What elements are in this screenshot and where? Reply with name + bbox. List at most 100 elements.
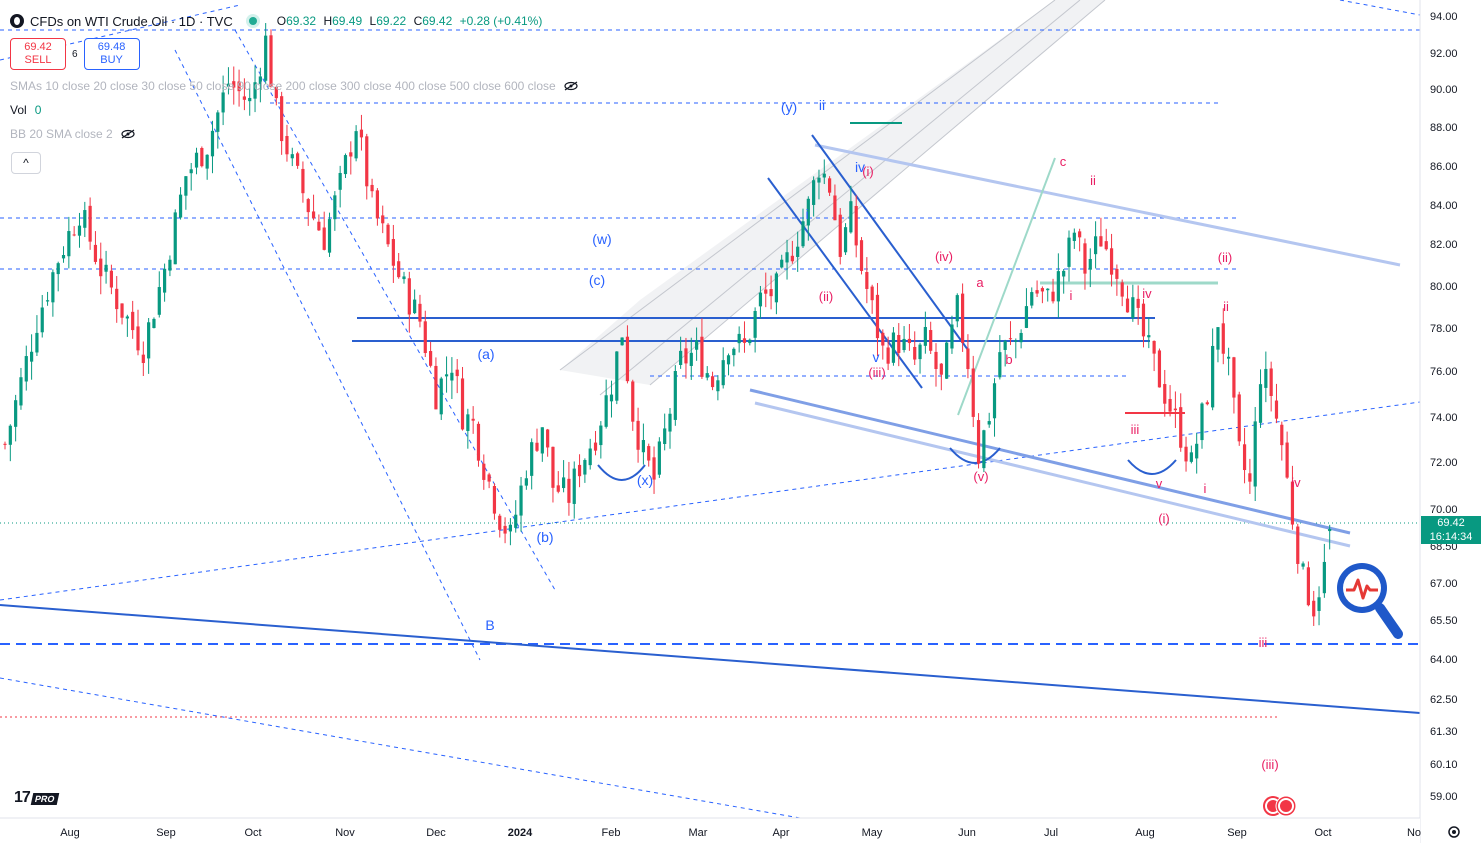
candle-body bbox=[828, 178, 832, 193]
wave-label-blue: (y) bbox=[781, 99, 797, 115]
candle-body bbox=[322, 227, 326, 250]
sell-button[interactable]: 69.42 SELL bbox=[10, 38, 66, 70]
candle-body bbox=[710, 376, 715, 388]
candle-body bbox=[338, 172, 342, 190]
wave-arc bbox=[949, 447, 1001, 464]
us-flag-event-icon[interactable] bbox=[1262, 795, 1300, 817]
candle-body bbox=[1062, 270, 1066, 277]
candle-body bbox=[460, 378, 465, 430]
volume-indicator-row[interactable]: Vol 0 bbox=[10, 98, 578, 122]
eye-hidden-icon[interactable] bbox=[564, 81, 578, 91]
candle-body bbox=[72, 234, 76, 236]
candle-body bbox=[663, 428, 667, 445]
candle-body bbox=[609, 394, 614, 402]
sma-indicator-label[interactable]: SMAs 10 close 20 close 30 close 50 close… bbox=[10, 79, 556, 93]
wave-label-red: ii bbox=[1090, 173, 1096, 188]
candle-body bbox=[1242, 444, 1247, 471]
buy-button[interactable]: 69.48 BUY bbox=[83, 38, 140, 70]
volume-label[interactable]: Vol bbox=[10, 103, 27, 117]
candle-body bbox=[423, 321, 427, 354]
candle-body bbox=[1189, 452, 1193, 462]
candle-body bbox=[466, 414, 470, 432]
candle-body bbox=[365, 136, 369, 187]
candle-body bbox=[764, 289, 768, 294]
candle-body bbox=[992, 383, 997, 419]
candle-body bbox=[535, 442, 539, 451]
candle-body bbox=[1317, 597, 1321, 611]
candle-body bbox=[1195, 443, 1199, 459]
candle-body bbox=[1253, 421, 1257, 487]
candle-body bbox=[232, 81, 236, 88]
symbol-row[interactable]: CFDs on WTI Crude Oil · 1D · TVC O69.32 … bbox=[10, 10, 578, 32]
wave-label-red: iii bbox=[1131, 422, 1140, 437]
time-tick-label: Jul bbox=[1044, 827, 1058, 839]
bb-indicator-row[interactable]: BB 20 SMA close 2 bbox=[10, 122, 578, 146]
price-tick-label: 64.00 bbox=[1430, 654, 1458, 666]
candle-body bbox=[971, 368, 975, 417]
candle-body bbox=[907, 338, 911, 344]
candle-body bbox=[1104, 241, 1108, 250]
candle-body bbox=[327, 219, 332, 253]
candle-body bbox=[1163, 384, 1167, 404]
candle-body bbox=[1296, 526, 1300, 564]
magnifier-pulse-icon[interactable] bbox=[1332, 560, 1404, 642]
price-tick-label: 88.00 bbox=[1430, 122, 1458, 134]
wave-label-red: (v) bbox=[973, 469, 988, 484]
candle-body bbox=[1046, 288, 1050, 291]
candle-body bbox=[381, 215, 385, 224]
candle-body bbox=[141, 354, 145, 364]
candle-body bbox=[1051, 291, 1055, 302]
candle-body bbox=[311, 211, 316, 219]
wave-label-red: a bbox=[976, 275, 984, 290]
symbol-title[interactable]: CFDs on WTI Crude Oil · 1D · TVC bbox=[30, 13, 233, 29]
price-axis-panel bbox=[1420, 0, 1481, 843]
price-tick-label: 92.00 bbox=[1430, 48, 1458, 60]
candle-body bbox=[593, 442, 598, 451]
candle-body bbox=[1269, 368, 1273, 396]
candle-body bbox=[631, 381, 635, 422]
candle-body bbox=[131, 311, 135, 331]
candle-body bbox=[1157, 350, 1162, 388]
candle-body bbox=[296, 153, 300, 166]
candle-body bbox=[1147, 335, 1151, 338]
collapse-legend-button[interactable]: ^ bbox=[11, 152, 41, 174]
market-open-icon bbox=[248, 17, 257, 25]
candle-body bbox=[966, 348, 970, 370]
candle-body bbox=[1120, 282, 1124, 297]
candle-body bbox=[1328, 529, 1332, 532]
candle-body bbox=[801, 221, 805, 247]
candle-body bbox=[269, 35, 273, 88]
candle-body bbox=[859, 240, 864, 271]
candle-body bbox=[998, 352, 1002, 378]
candle-body bbox=[8, 425, 12, 445]
settings-gear-icon[interactable] bbox=[1447, 825, 1461, 839]
candle-body bbox=[1168, 398, 1172, 412]
candle-body bbox=[881, 332, 885, 346]
wave-arc bbox=[597, 464, 646, 481]
time-tick-label: Jun bbox=[958, 827, 976, 839]
candle-body bbox=[418, 303, 422, 322]
channel-line bbox=[749, 388, 1351, 535]
ohlc-values: O69.32 H69.49 L69.22 C69.42 +0.28 (+0.41… bbox=[276, 14, 543, 28]
countdown-label: 16:14:34 bbox=[1421, 530, 1481, 544]
wave-label-blue: ii bbox=[819, 97, 825, 113]
candle-body bbox=[1030, 292, 1034, 306]
bb-indicator-label[interactable]: BB 20 SMA close 2 bbox=[10, 127, 113, 141]
candle-body bbox=[583, 460, 587, 475]
candle-body bbox=[1248, 473, 1252, 482]
last-price-label: 69.42 bbox=[1421, 516, 1481, 530]
time-tick-label: Dec bbox=[426, 827, 446, 839]
candle-body bbox=[216, 112, 220, 132]
candle-body bbox=[88, 205, 92, 242]
candle-body bbox=[1179, 407, 1183, 448]
eye-hidden-icon[interactable] bbox=[121, 129, 135, 139]
wave-label-blue: (a) bbox=[477, 346, 494, 362]
tradingview-logo[interactable]: 17 PRO bbox=[14, 789, 59, 807]
candle-body bbox=[178, 194, 183, 218]
candle-body bbox=[1227, 356, 1231, 359]
sma-indicator-row[interactable]: SMAs 10 close 20 close 30 close 50 close… bbox=[10, 74, 578, 98]
time-axis-panel bbox=[0, 818, 1420, 843]
price-tick-label: 84.00 bbox=[1430, 200, 1458, 212]
trade-buttons: 69.42 SELL 6 69.48 BUY bbox=[10, 38, 578, 70]
